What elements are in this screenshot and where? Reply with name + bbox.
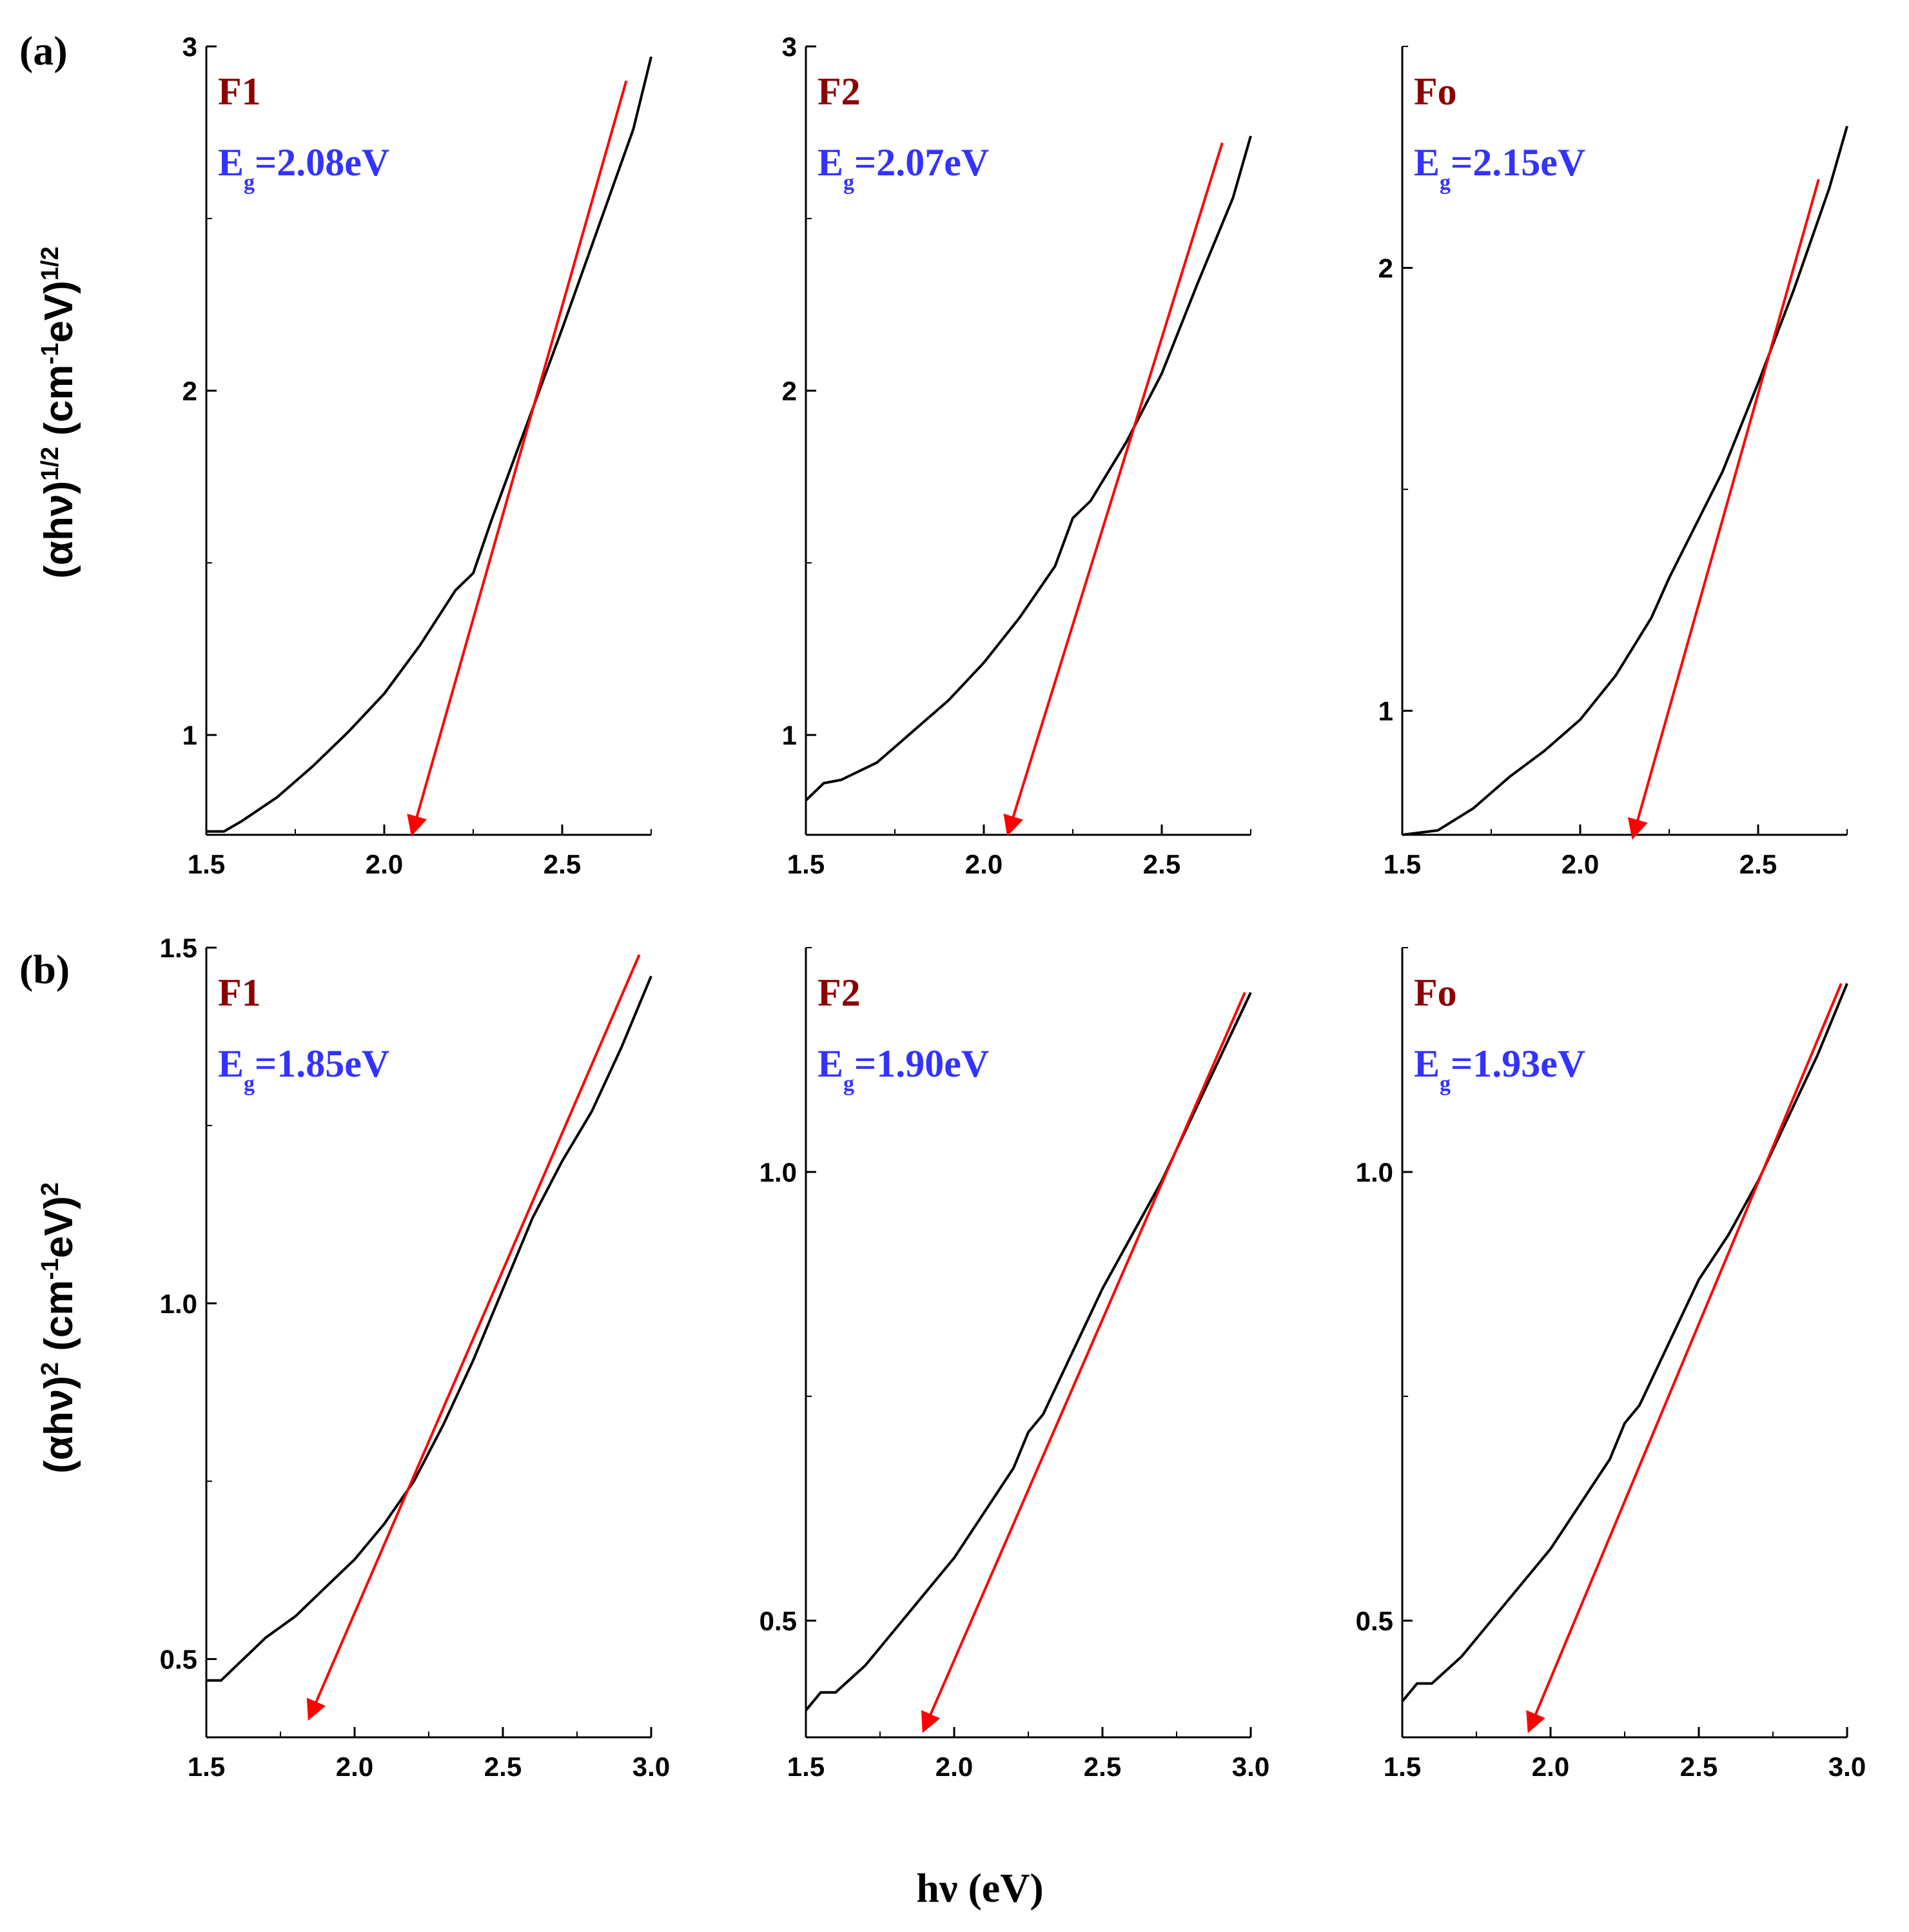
- y-tick-label: 0.5: [160, 1644, 197, 1675]
- x-tick-label: 2.5: [1739, 849, 1777, 879]
- y-tick-label: 0.5: [759, 1606, 797, 1636]
- x-tick-label: 2.5: [1143, 849, 1180, 879]
- sample-label-b-f1: F1: [218, 971, 261, 1014]
- y-tick-label: 3: [182, 32, 197, 62]
- x-tick-label: 3.0: [632, 1751, 670, 1782]
- absorption-curve-b-f1: [206, 975, 652, 1682]
- y-axis-label-row-a: (αhν)1/2 (cm-1eV)1/2: [37, 246, 81, 578]
- chart-panel-a-fo: 1.5 2.0 2.5 1 2 Fo Eg=2.15eV: [1378, 46, 1848, 879]
- y-tick-label: 3: [782, 32, 797, 62]
- chart-panel-b-f1: 1.5 2.0 2.5 3.0 0.5 1.0 1.5 F1 Eg=1.85eV: [160, 933, 671, 1782]
- x-tick-label: 2.5: [484, 1751, 522, 1782]
- y-tick-label: 2: [782, 376, 797, 406]
- fit-arrow-a-fo: [1627, 179, 1820, 840]
- x-tick-label: 2.5: [543, 849, 581, 879]
- y-tick-label: 2: [1378, 253, 1393, 284]
- bandgap-label-b-fo: Eg=1.93eV: [1414, 1042, 1585, 1096]
- x-tick-label: 2.0: [965, 849, 1003, 879]
- sample-label-a-fo: Fo: [1414, 70, 1457, 113]
- sample-label-b-fo: Fo: [1414, 971, 1457, 1014]
- x-tick-label: 1.5: [1384, 1751, 1421, 1782]
- y-tick-label: 1.5: [160, 933, 197, 963]
- y-tick-label: 1.0: [160, 1289, 197, 1319]
- absorption-curve-b-f2: [805, 991, 1252, 1712]
- chart-panel-b-fo: 1.5 2.0 2.5 3.0 0.5 1.0 Fo Eg=1.93eV: [1356, 947, 1866, 1782]
- row-b-label: (b): [19, 946, 70, 992]
- y-axis-label-row-b: (αhν)2 (cm-1eV)2: [37, 1182, 81, 1474]
- x-axis-label: hν (eV): [916, 1865, 1043, 1911]
- x-tick-label: 2.0: [336, 1751, 373, 1782]
- x-tick-label: 1.5: [787, 1751, 825, 1782]
- x-tick-label: 1.5: [1384, 849, 1421, 879]
- chart-panel-a-f2: 1.5 2.0 2.5 1 2 3 F2 Eg=2.07eV: [782, 32, 1252, 879]
- fit-arrow-b-f1: [306, 954, 641, 1721]
- x-tick-label: 2.5: [1680, 1751, 1718, 1782]
- y-tick-label: 0.5: [1356, 1606, 1393, 1636]
- bandgap-label-a-fo: Eg=2.15eV: [1414, 141, 1585, 195]
- x-tick-label: 1.5: [188, 1751, 225, 1782]
- sample-label-a-f2: F2: [817, 70, 861, 113]
- y-tick-label: 1.0: [1356, 1157, 1393, 1187]
- sample-label-b-f2: F2: [817, 971, 861, 1014]
- y-tick-label: 1.0: [759, 1157, 797, 1187]
- chart-panel-b-f2: 1.5 2.0 2.5 3.0 0.5 1.0 F2 Eg=1.90eV: [759, 947, 1269, 1782]
- x-tick-label: 1.5: [787, 849, 825, 879]
- x-tick-label: 3.0: [1828, 1751, 1866, 1782]
- row-a-label: (a): [19, 28, 68, 73]
- bandgap-label-a-f2: Eg=2.07eV: [817, 141, 989, 195]
- absorption-curve-b-fo: [1401, 982, 1848, 1703]
- y-tick-label: 1: [182, 720, 197, 750]
- fit-arrow-a-f2: [1003, 142, 1224, 837]
- y-tick-label: 1: [1378, 696, 1393, 727]
- x-tick-label: 1.5: [188, 849, 225, 879]
- bandgap-label-b-f1: Eg=1.85eV: [218, 1042, 389, 1096]
- absorption-curve-a-f2: [805, 135, 1252, 802]
- bandgap-label-a-f1: Eg=2.08eV: [218, 141, 389, 195]
- fit-arrow-b-f2: [921, 991, 1246, 1733]
- panels: 1.5 2.0 2.5 1 2 3 F1 Eg=2.08eV 1.5 2.0 2.5 1 2 3 F2 Eg=…: [160, 32, 1866, 1782]
- absorption-curve-a-fo: [1402, 126, 1848, 836]
- x-tick-label: 2.0: [935, 1751, 973, 1782]
- absorption-curve-a-f1: [206, 56, 652, 833]
- bandgap-label-b-f2: Eg=1.90eV: [817, 1042, 989, 1096]
- sample-label-a-f1: F1: [218, 70, 261, 113]
- chart-panel-a-f1: 1.5 2.0 2.5 1 2 3 F1 Eg=2.08eV: [182, 32, 652, 879]
- x-tick-label: 2.0: [1561, 849, 1599, 879]
- y-tick-label: 1: [782, 720, 797, 750]
- x-tick-label: 2.0: [366, 849, 403, 879]
- x-tick-label: 3.0: [1232, 1751, 1269, 1782]
- x-tick-label: 2.0: [1532, 1751, 1569, 1782]
- y-tick-label: 2: [182, 376, 197, 406]
- fit-arrow-b-fo: [1526, 982, 1843, 1733]
- fit-arrow-a-f1: [407, 80, 628, 837]
- x-tick-label: 2.5: [1084, 1751, 1121, 1782]
